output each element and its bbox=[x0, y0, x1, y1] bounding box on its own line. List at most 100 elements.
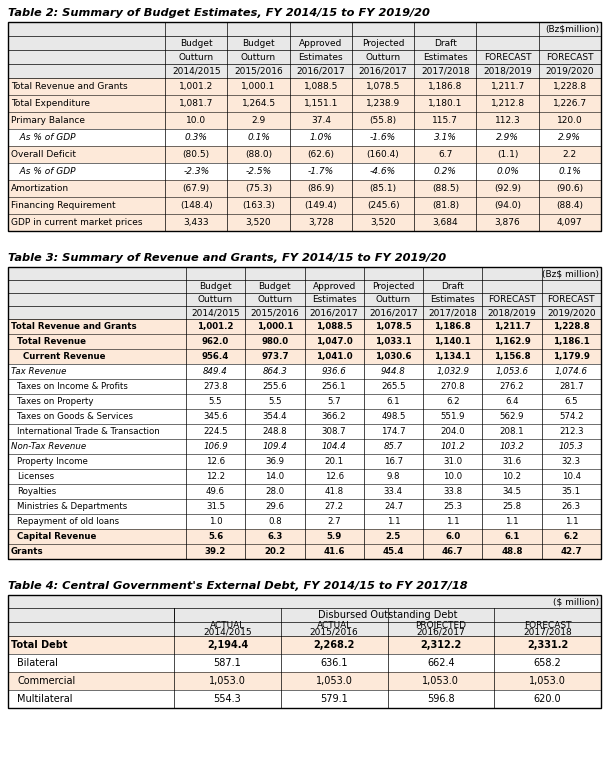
Bar bbox=[8, 180, 601, 197]
Text: 3,520: 3,520 bbox=[370, 218, 396, 227]
Text: 109.4: 109.4 bbox=[262, 442, 287, 451]
Text: 2019/2020: 2019/2020 bbox=[546, 67, 594, 75]
Text: 6.3: 6.3 bbox=[267, 532, 283, 541]
Text: 574.2: 574.2 bbox=[559, 412, 583, 421]
Text: 103.2: 103.2 bbox=[499, 442, 524, 451]
Text: 1,032.9: 1,032.9 bbox=[436, 367, 470, 376]
Text: Disbursed Outstanding Debt: Disbursed Outstanding Debt bbox=[318, 610, 457, 620]
Text: 944.8: 944.8 bbox=[381, 367, 406, 376]
Text: 1,000.1: 1,000.1 bbox=[256, 322, 293, 331]
Text: 3,520: 3,520 bbox=[245, 218, 272, 227]
Text: 579.1: 579.1 bbox=[320, 694, 348, 704]
Text: 3,684: 3,684 bbox=[432, 218, 458, 227]
Text: 0.1%: 0.1% bbox=[247, 133, 270, 142]
Text: 2.9%: 2.9% bbox=[496, 133, 519, 142]
Text: 2015/2016: 2015/2016 bbox=[234, 67, 283, 75]
Text: 9.8: 9.8 bbox=[387, 472, 400, 481]
Text: 864.3: 864.3 bbox=[262, 367, 287, 376]
Text: 45.4: 45.4 bbox=[382, 547, 404, 556]
Text: 366.2: 366.2 bbox=[322, 412, 347, 421]
Text: International Trade & Transaction: International Trade & Transaction bbox=[17, 427, 160, 436]
Text: 1,030.6: 1,030.6 bbox=[375, 352, 412, 361]
Text: (94.0): (94.0) bbox=[494, 201, 521, 210]
Text: 35.1: 35.1 bbox=[561, 487, 581, 496]
Text: Property Income: Property Income bbox=[17, 457, 88, 466]
Text: 1,053.0: 1,053.0 bbox=[315, 676, 353, 686]
Bar bbox=[8, 267, 601, 559]
Text: 1,211.7: 1,211.7 bbox=[494, 322, 530, 331]
Text: 1,186.8: 1,186.8 bbox=[434, 322, 471, 331]
Text: 980.0: 980.0 bbox=[261, 337, 289, 346]
Text: 6.4: 6.4 bbox=[505, 397, 519, 406]
Text: 1.1: 1.1 bbox=[505, 517, 519, 526]
Bar bbox=[8, 146, 601, 163]
Text: (149.4): (149.4) bbox=[304, 201, 337, 210]
Text: -4.6%: -4.6% bbox=[370, 167, 396, 176]
Text: 46.7: 46.7 bbox=[442, 547, 463, 556]
Text: 224.5: 224.5 bbox=[203, 427, 228, 436]
Text: 2017/2018: 2017/2018 bbox=[428, 308, 477, 317]
Text: 1,228.8: 1,228.8 bbox=[553, 82, 587, 91]
Text: Financing Requirement: Financing Requirement bbox=[11, 201, 116, 210]
Text: 6.2: 6.2 bbox=[446, 397, 460, 406]
Text: 1,088.5: 1,088.5 bbox=[304, 82, 338, 91]
Text: (85.1): (85.1) bbox=[370, 184, 396, 193]
Bar bbox=[8, 36, 601, 78]
Bar bbox=[8, 595, 601, 708]
Text: 562.9: 562.9 bbox=[500, 412, 524, 421]
Text: Taxes on Goods & Services: Taxes on Goods & Services bbox=[17, 412, 133, 421]
Text: 120.0: 120.0 bbox=[557, 116, 583, 125]
Text: 273.8: 273.8 bbox=[203, 382, 228, 391]
Text: Current Revenue: Current Revenue bbox=[23, 352, 105, 361]
Text: 1,053.0: 1,053.0 bbox=[529, 676, 566, 686]
Text: 33.8: 33.8 bbox=[443, 487, 462, 496]
Text: -2.3%: -2.3% bbox=[183, 167, 209, 176]
Text: (62.6): (62.6) bbox=[308, 150, 334, 159]
Text: 973.7: 973.7 bbox=[261, 352, 289, 361]
Text: FORECAST: FORECAST bbox=[546, 52, 594, 61]
Text: 5.5: 5.5 bbox=[209, 397, 222, 406]
Text: 112.3: 112.3 bbox=[495, 116, 521, 125]
Text: -1.7%: -1.7% bbox=[308, 167, 334, 176]
Text: Outturn: Outturn bbox=[241, 52, 276, 61]
Text: 1,078.5: 1,078.5 bbox=[375, 322, 412, 331]
Text: 5.7: 5.7 bbox=[328, 397, 341, 406]
Text: 212.3: 212.3 bbox=[559, 427, 583, 436]
Text: 26.3: 26.3 bbox=[561, 502, 581, 511]
Text: Overall Deficit: Overall Deficit bbox=[11, 150, 76, 159]
Text: Commercial: Commercial bbox=[17, 676, 76, 686]
Text: As % of GDP: As % of GDP bbox=[11, 167, 76, 176]
Text: 10.0: 10.0 bbox=[186, 116, 206, 125]
Text: (163.3): (163.3) bbox=[242, 201, 275, 210]
Text: Non-Tax Revenue: Non-Tax Revenue bbox=[11, 442, 86, 451]
Text: 208.1: 208.1 bbox=[500, 427, 524, 436]
Bar bbox=[8, 22, 601, 36]
Text: 281.7: 281.7 bbox=[559, 382, 583, 391]
Text: 2015/2016: 2015/2016 bbox=[310, 627, 359, 637]
Text: 2018/2019: 2018/2019 bbox=[483, 67, 532, 75]
Text: Budget: Budget bbox=[199, 282, 232, 291]
Text: 2.9%: 2.9% bbox=[558, 133, 582, 142]
Text: 3,876: 3,876 bbox=[495, 218, 521, 227]
Bar bbox=[8, 595, 601, 608]
Text: 39.2: 39.2 bbox=[205, 547, 226, 556]
Text: Draft: Draft bbox=[442, 282, 464, 291]
Text: 276.2: 276.2 bbox=[500, 382, 524, 391]
Text: 1,074.6: 1,074.6 bbox=[555, 367, 588, 376]
Text: 20.2: 20.2 bbox=[264, 547, 286, 556]
Text: (88.4): (88.4) bbox=[557, 201, 583, 210]
Text: 2,331.2: 2,331.2 bbox=[527, 640, 568, 650]
Text: (245.6): (245.6) bbox=[367, 201, 400, 210]
Text: 265.5: 265.5 bbox=[381, 382, 406, 391]
Bar bbox=[8, 636, 601, 654]
Text: ACTUAL: ACTUAL bbox=[317, 621, 352, 631]
Text: 3,433: 3,433 bbox=[183, 218, 209, 227]
Text: (86.9): (86.9) bbox=[308, 184, 334, 193]
Text: 345.6: 345.6 bbox=[203, 412, 228, 421]
Text: 32.3: 32.3 bbox=[561, 457, 581, 466]
Bar bbox=[8, 214, 601, 231]
Text: 2016/2017: 2016/2017 bbox=[417, 627, 465, 637]
Text: 2014/2015: 2014/2015 bbox=[191, 308, 240, 317]
Text: 2016/2017: 2016/2017 bbox=[310, 308, 359, 317]
Text: 1,078.5: 1,078.5 bbox=[366, 82, 400, 91]
